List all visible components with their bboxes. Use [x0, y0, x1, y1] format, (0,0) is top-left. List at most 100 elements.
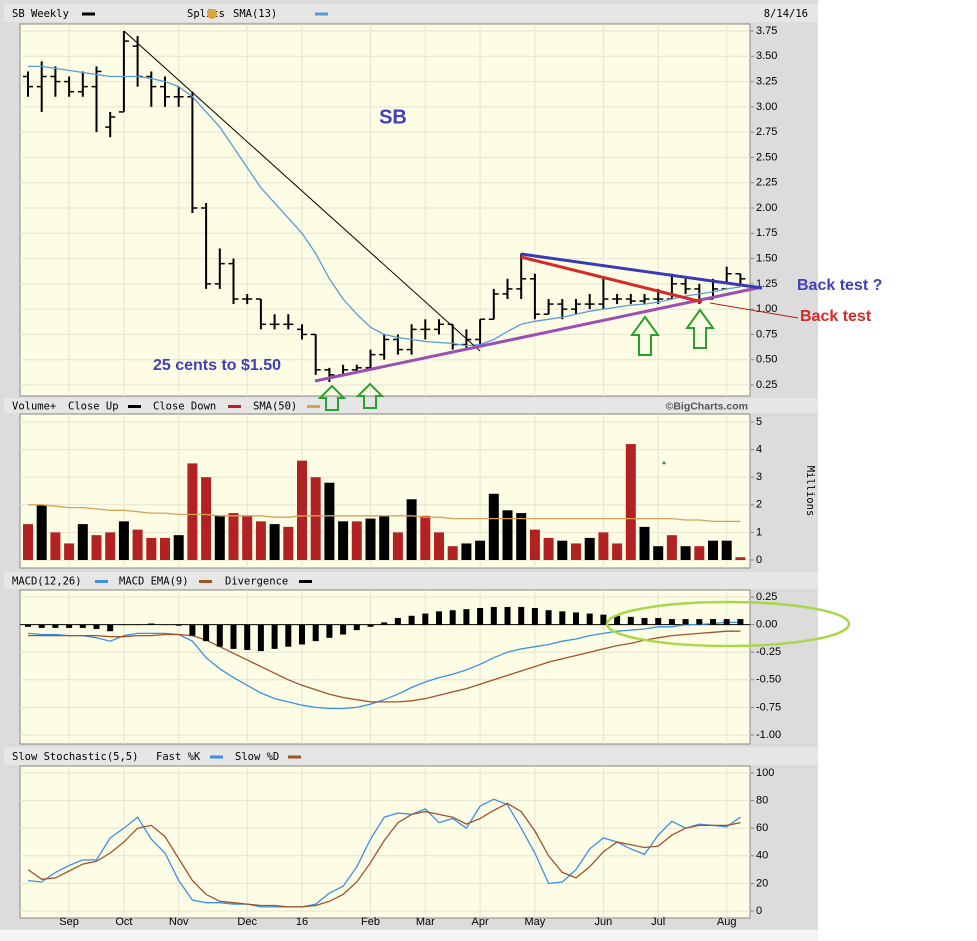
- bar: [529, 529, 540, 560]
- y-tick-label: 3.50: [756, 50, 777, 62]
- y-tick-label: 0.50: [756, 354, 777, 366]
- bar: [230, 624, 237, 649]
- y-tick-label: -0.50: [756, 674, 781, 686]
- resistance-line: [520, 252, 763, 290]
- bar: [146, 537, 157, 560]
- legend-label: Fast %K: [156, 751, 201, 763]
- bar: [723, 619, 730, 625]
- bar: [600, 614, 607, 625]
- bar: [422, 613, 429, 625]
- bar: [93, 624, 100, 630]
- bar: [36, 504, 47, 560]
- legend-label: Splits: [187, 8, 225, 20]
- bar: [91, 535, 102, 560]
- legend-label: Close Down: [153, 401, 216, 413]
- bar: [338, 521, 349, 560]
- annotation: SB: [379, 106, 407, 128]
- bar: [436, 611, 442, 625]
- bar: [573, 612, 579, 625]
- bar: [162, 624, 168, 626]
- bar: [680, 546, 691, 560]
- y-tick-label: 4: [756, 444, 762, 456]
- legend-label: Volume+: [12, 401, 56, 413]
- bar: [668, 619, 675, 625]
- bar: [297, 460, 307, 560]
- bar: [25, 624, 31, 627]
- bar: [271, 624, 278, 649]
- bar: [64, 543, 75, 560]
- bar: [367, 624, 374, 627]
- y-tick-label: 0: [756, 905, 762, 917]
- bar: [434, 532, 444, 560]
- annotation: 25 cents to $1.50: [153, 357, 281, 374]
- bar: [625, 444, 636, 560]
- bar: [406, 499, 417, 560]
- y-tick-label: 0.00: [756, 619, 777, 631]
- legend-label: SB Weekly: [12, 8, 69, 20]
- legend-label: SMA(50): [253, 401, 297, 413]
- bar: [737, 619, 744, 625]
- bar: [696, 619, 703, 625]
- y-tick-label: 1: [756, 526, 762, 538]
- bar: [490, 606, 497, 625]
- bar: [244, 624, 251, 650]
- y-tick-label: 0.75: [756, 328, 777, 340]
- y-tick-label: 1.50: [756, 252, 777, 264]
- y-tick-label: 3.00: [756, 101, 777, 113]
- annotation: Back test ?: [797, 277, 882, 294]
- bar: [477, 608, 484, 625]
- bar: [710, 619, 716, 625]
- legend-label: SMA(13): [233, 8, 277, 20]
- y-tick-label: 2.75: [756, 126, 777, 138]
- bar: [118, 521, 129, 560]
- bar: [107, 624, 114, 632]
- bar: [584, 537, 595, 560]
- bar: [420, 515, 431, 560]
- support-line: [314, 285, 763, 383]
- dot: [662, 461, 666, 465]
- panel-header: [4, 4, 818, 22]
- bar: [340, 624, 347, 635]
- line-series: [28, 630, 741, 703]
- bar: [160, 537, 170, 560]
- bar: [132, 529, 143, 560]
- bar: [120, 624, 127, 626]
- bar: [694, 546, 705, 560]
- bar: [735, 557, 746, 560]
- bar: [655, 617, 662, 625]
- x-tick-label: Oct: [115, 916, 132, 928]
- bar: [571, 543, 581, 560]
- bar: [214, 515, 225, 560]
- bar: [23, 524, 33, 560]
- bar: [175, 624, 182, 626]
- bar: [242, 515, 253, 560]
- x-tick-label: Mar: [416, 916, 435, 928]
- y-tick-label: -0.25: [756, 646, 781, 658]
- arrow-up: [355, 382, 385, 409]
- bar: [381, 622, 388, 625]
- bar: [52, 624, 59, 628]
- bar: [324, 482, 335, 560]
- footer-strip: [0, 930, 818, 941]
- bar: [351, 521, 362, 560]
- bar: [627, 616, 634, 625]
- y-tick-label: 0: [756, 554, 762, 566]
- bar: [38, 624, 45, 628]
- y-tick-label: -0.75: [756, 701, 781, 713]
- bar: [105, 532, 116, 560]
- bar: [639, 526, 650, 560]
- bar: [545, 610, 552, 625]
- y-tick-label: 5: [756, 416, 762, 428]
- line-series: [27, 802, 741, 908]
- bar: [189, 624, 196, 636]
- bar: [557, 540, 568, 560]
- legend-label: Slow %D: [235, 751, 279, 763]
- line-series: [28, 504, 741, 523]
- bar: [77, 524, 88, 560]
- panel-header: [4, 572, 818, 589]
- y-tick-label: 2: [756, 499, 762, 511]
- source-label: ©BigCharts.com: [666, 400, 748, 412]
- bar: [299, 624, 305, 645]
- resistance-line: [520, 255, 703, 304]
